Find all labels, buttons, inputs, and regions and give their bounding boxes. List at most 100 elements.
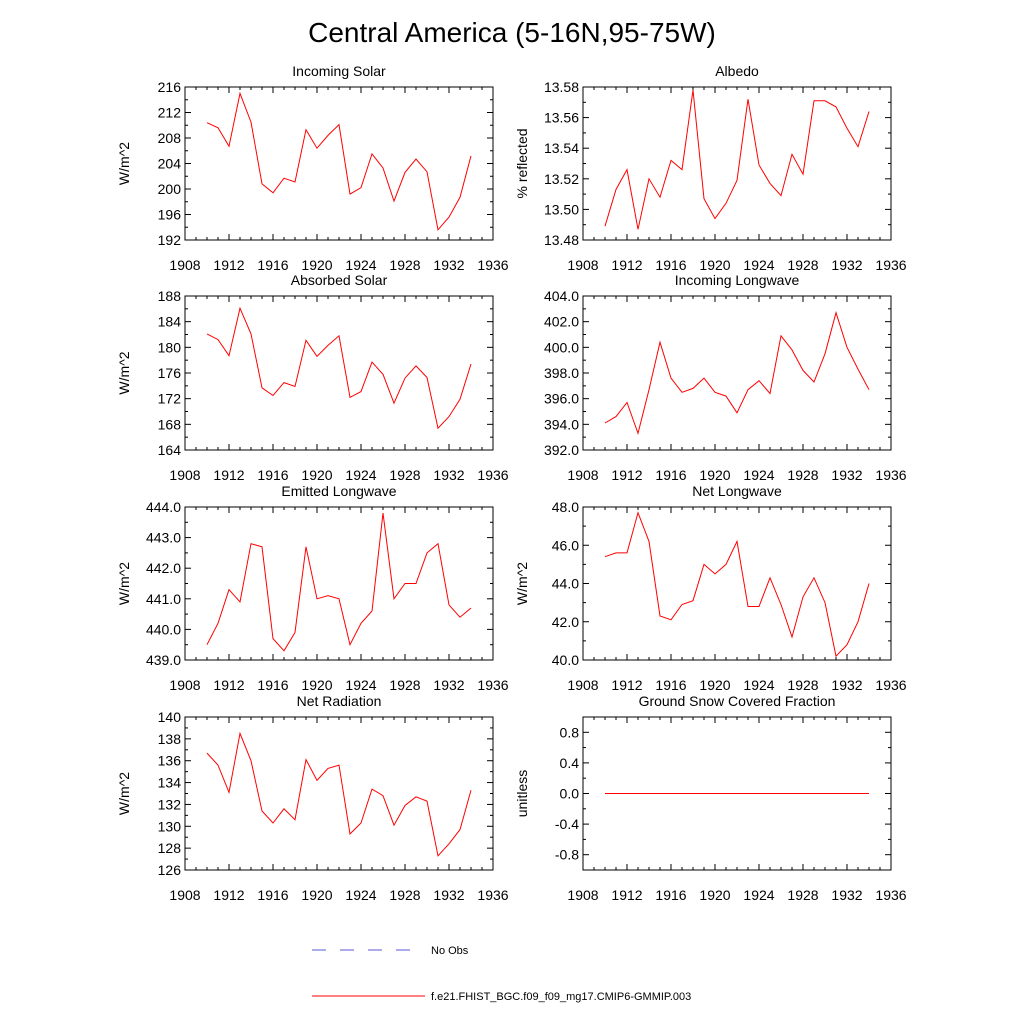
panel-1: Albedo 1908 1912 1916 1920 1924 1928 1932 1936 13… bbox=[514, 63, 907, 273]
x-tick-label: 1924 bbox=[345, 257, 376, 273]
y-tick-label: 132 bbox=[158, 796, 182, 812]
x-tick-label: 1928 bbox=[787, 467, 818, 483]
x-tick-label: 1908 bbox=[567, 677, 598, 693]
x-tick-label: 1908 bbox=[169, 467, 200, 483]
y-tick-label: 208 bbox=[158, 130, 182, 146]
y-tick-label: 172 bbox=[158, 391, 182, 407]
plot-frame bbox=[582, 506, 892, 661]
y-tick-label: -0.4 bbox=[555, 816, 579, 832]
y-tick-label: 204 bbox=[158, 156, 182, 172]
y-axis-label: % reflected bbox=[514, 128, 530, 198]
x-tick-label: 1916 bbox=[655, 887, 686, 903]
y-tick-label: 138 bbox=[158, 731, 182, 747]
x-tick-label: 1916 bbox=[257, 677, 288, 693]
x-tick-label: 1924 bbox=[345, 467, 376, 483]
y-tick-label: 196 bbox=[158, 207, 182, 223]
x-tick-label: 1936 bbox=[477, 467, 508, 483]
x-tick-label: 1932 bbox=[831, 257, 862, 273]
y-tick-label: 392.0 bbox=[544, 442, 579, 458]
x-tick-label: 1932 bbox=[831, 677, 862, 693]
x-tick-label: 1908 bbox=[567, 257, 598, 273]
plot-frame bbox=[184, 86, 494, 241]
y-tick-label: 439.0 bbox=[146, 652, 181, 668]
x-tick-label: 1936 bbox=[875, 467, 906, 483]
x-tick-label: 1924 bbox=[743, 677, 774, 693]
x-tick-label: 1912 bbox=[213, 887, 244, 903]
y-tick-label: 402.0 bbox=[544, 314, 579, 330]
y-tick-label: 0.8 bbox=[560, 724, 580, 740]
series-line bbox=[206, 513, 472, 652]
y-axis-label: W/m^2 bbox=[514, 562, 530, 605]
y-tick-label: 130 bbox=[158, 818, 182, 834]
x-tick-label: 1924 bbox=[743, 887, 774, 903]
x-tick-label: 1916 bbox=[257, 467, 288, 483]
x-tick-label: 1928 bbox=[389, 887, 420, 903]
y-tick-label: 40.0 bbox=[552, 652, 579, 668]
y-axis-label: W/m^2 bbox=[116, 772, 132, 815]
x-tick-label: 1916 bbox=[257, 887, 288, 903]
y-tick-label: 168 bbox=[158, 416, 182, 432]
panel-7: Ground Snow Covered Fraction 1908 1912 1916… bbox=[514, 693, 907, 903]
x-tick-label: 1928 bbox=[787, 677, 818, 693]
x-tick-label: 1928 bbox=[389, 677, 420, 693]
y-tick-label: 136 bbox=[158, 753, 182, 769]
y-tick-label: 188 bbox=[158, 288, 182, 304]
y-tick-label: 13.52 bbox=[544, 171, 579, 187]
y-tick-label: 400.0 bbox=[544, 339, 579, 355]
y-tick-label: 176 bbox=[158, 365, 182, 381]
y-tick-label: 48.0 bbox=[552, 499, 579, 515]
y-tick-label: 442.0 bbox=[146, 560, 181, 576]
y-tick-label: 13.48 bbox=[544, 232, 579, 248]
x-tick-label: 1936 bbox=[875, 257, 906, 273]
x-tick-label: 1928 bbox=[389, 467, 420, 483]
x-tick-label: 1908 bbox=[567, 887, 598, 903]
x-tick-label: 1936 bbox=[875, 677, 906, 693]
panel-3: Incoming Longwave 1908 1912 1916 1920 1924 192… bbox=[544, 272, 907, 483]
x-tick-label: 1924 bbox=[345, 887, 376, 903]
y-axis-label: W/m^2 bbox=[116, 351, 132, 394]
plot-frame bbox=[582, 86, 892, 241]
y-tick-label: 443.0 bbox=[146, 530, 181, 546]
x-tick-label: 1932 bbox=[831, 887, 862, 903]
y-axis-label: unitless bbox=[514, 770, 530, 817]
panel-title: Net Longwave bbox=[692, 483, 782, 499]
plot-frame bbox=[184, 506, 494, 661]
x-tick-label: 1932 bbox=[433, 677, 464, 693]
panel-2: Absorbed Solar 1908 1912 1916 1920 1924 1928 19… bbox=[116, 272, 509, 483]
x-tick-label: 1924 bbox=[743, 467, 774, 483]
y-tick-label: 398.0 bbox=[544, 365, 579, 381]
legend-label-no-obs: No Obs bbox=[431, 945, 469, 957]
y-tick-label: 0.4 bbox=[560, 755, 580, 771]
y-tick-label: 192 bbox=[158, 232, 182, 248]
x-tick-label: 1912 bbox=[611, 257, 642, 273]
plot-frame bbox=[582, 295, 892, 451]
panel-title: Albedo bbox=[715, 63, 759, 79]
panel-title: Incoming Longwave bbox=[675, 272, 800, 288]
figure-title: Central America (5-16N,95-75W) bbox=[308, 17, 716, 48]
y-tick-label: -0.8 bbox=[555, 847, 579, 863]
panel-title: Emitted Longwave bbox=[281, 483, 396, 499]
y-tick-label: 13.54 bbox=[544, 140, 579, 156]
x-tick-label: 1912 bbox=[213, 257, 244, 273]
y-tick-label: 394.0 bbox=[544, 416, 579, 432]
x-tick-label: 1920 bbox=[699, 467, 730, 483]
x-tick-label: 1920 bbox=[301, 257, 332, 273]
x-tick-label: 1908 bbox=[567, 467, 598, 483]
panel-title: Absorbed Solar bbox=[291, 272, 388, 288]
y-tick-label: 134 bbox=[158, 775, 182, 791]
series-line bbox=[206, 91, 472, 231]
x-tick-label: 1912 bbox=[611, 887, 642, 903]
x-tick-label: 1920 bbox=[699, 887, 730, 903]
panels: Incoming Solar 1908 1912 1916 1920 1924 1928 19… bbox=[116, 63, 907, 903]
y-tick-label: 126 bbox=[158, 862, 182, 878]
y-tick-label: 396.0 bbox=[544, 391, 579, 407]
y-axis-label: W/m^2 bbox=[116, 562, 132, 605]
x-tick-label: 1920 bbox=[301, 467, 332, 483]
y-tick-label: 200 bbox=[158, 181, 182, 197]
x-tick-label: 1936 bbox=[477, 257, 508, 273]
x-tick-label: 1924 bbox=[345, 677, 376, 693]
x-tick-label: 1916 bbox=[655, 467, 686, 483]
x-tick-label: 1916 bbox=[655, 677, 686, 693]
series-line bbox=[604, 310, 870, 436]
